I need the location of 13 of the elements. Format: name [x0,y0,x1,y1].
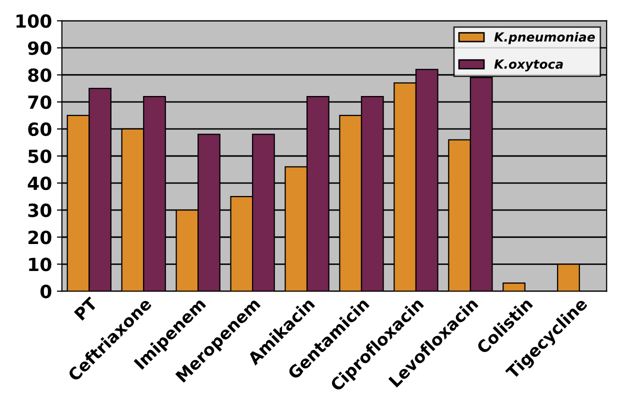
y-tick-label: 40 [28,176,52,190]
y-tick-label: 80 [28,68,52,82]
y-tick-label: 100 [16,14,52,28]
y-tick-label: 30 [28,204,52,218]
y-tick-label: 20 [28,230,52,244]
y-tick-label: 0 [40,284,52,298]
y-tick-label: 10 [29,258,52,272]
y-tick-label: 70 [28,95,52,110]
y-tick-label: 90 [28,41,52,55]
legend-label: K.pneumoniae [494,32,595,44]
y-tick-label: 60 [28,122,52,136]
legend-label: K.oxytoca [494,60,563,72]
y-tick-label: 50 [28,149,52,164]
